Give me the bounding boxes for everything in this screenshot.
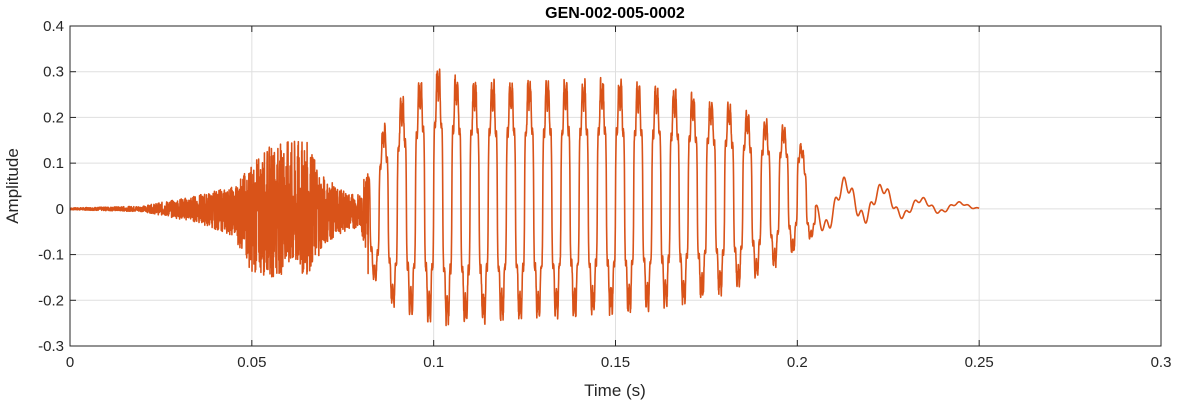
x-tick-label: 0.1 [423,354,444,371]
y-tick-label: 0.3 [43,64,64,81]
axes-box [69,25,1162,347]
y-tick-label: 0.4 [43,18,64,35]
y-tick-labels: -0.3 -0.2 -0.1 0 0.1 0.2 0.3 0.4 [38,18,64,355]
x-tick-label: 0.15 [601,354,630,371]
series-waveform-line [69,68,980,327]
y-tick-label: -0.1 [38,247,64,264]
chart-title: GEN-002-005-0002 [545,5,685,22]
x-axis-label: Time (s) [584,381,646,400]
y-tick-label: -0.2 [38,292,64,309]
x-tick-label: 0.25 [965,354,994,371]
y-tick-label: 0.1 [43,155,64,172]
y-axis-label: Amplitude [3,148,22,224]
y-tick-label: -0.3 [38,338,64,355]
x-tick-label: 0.2 [787,354,808,371]
x-tick-labels: 0 0.05 0.1 0.15 0.2 0.25 0.3 [66,354,1172,371]
y-tick-label: 0 [56,201,64,218]
x-tick-label: 0.3 [1151,354,1172,371]
x-tick-label: 0.05 [237,354,266,371]
x-tick-label: 0 [66,354,74,371]
y-tick-label: 0.2 [43,109,64,126]
